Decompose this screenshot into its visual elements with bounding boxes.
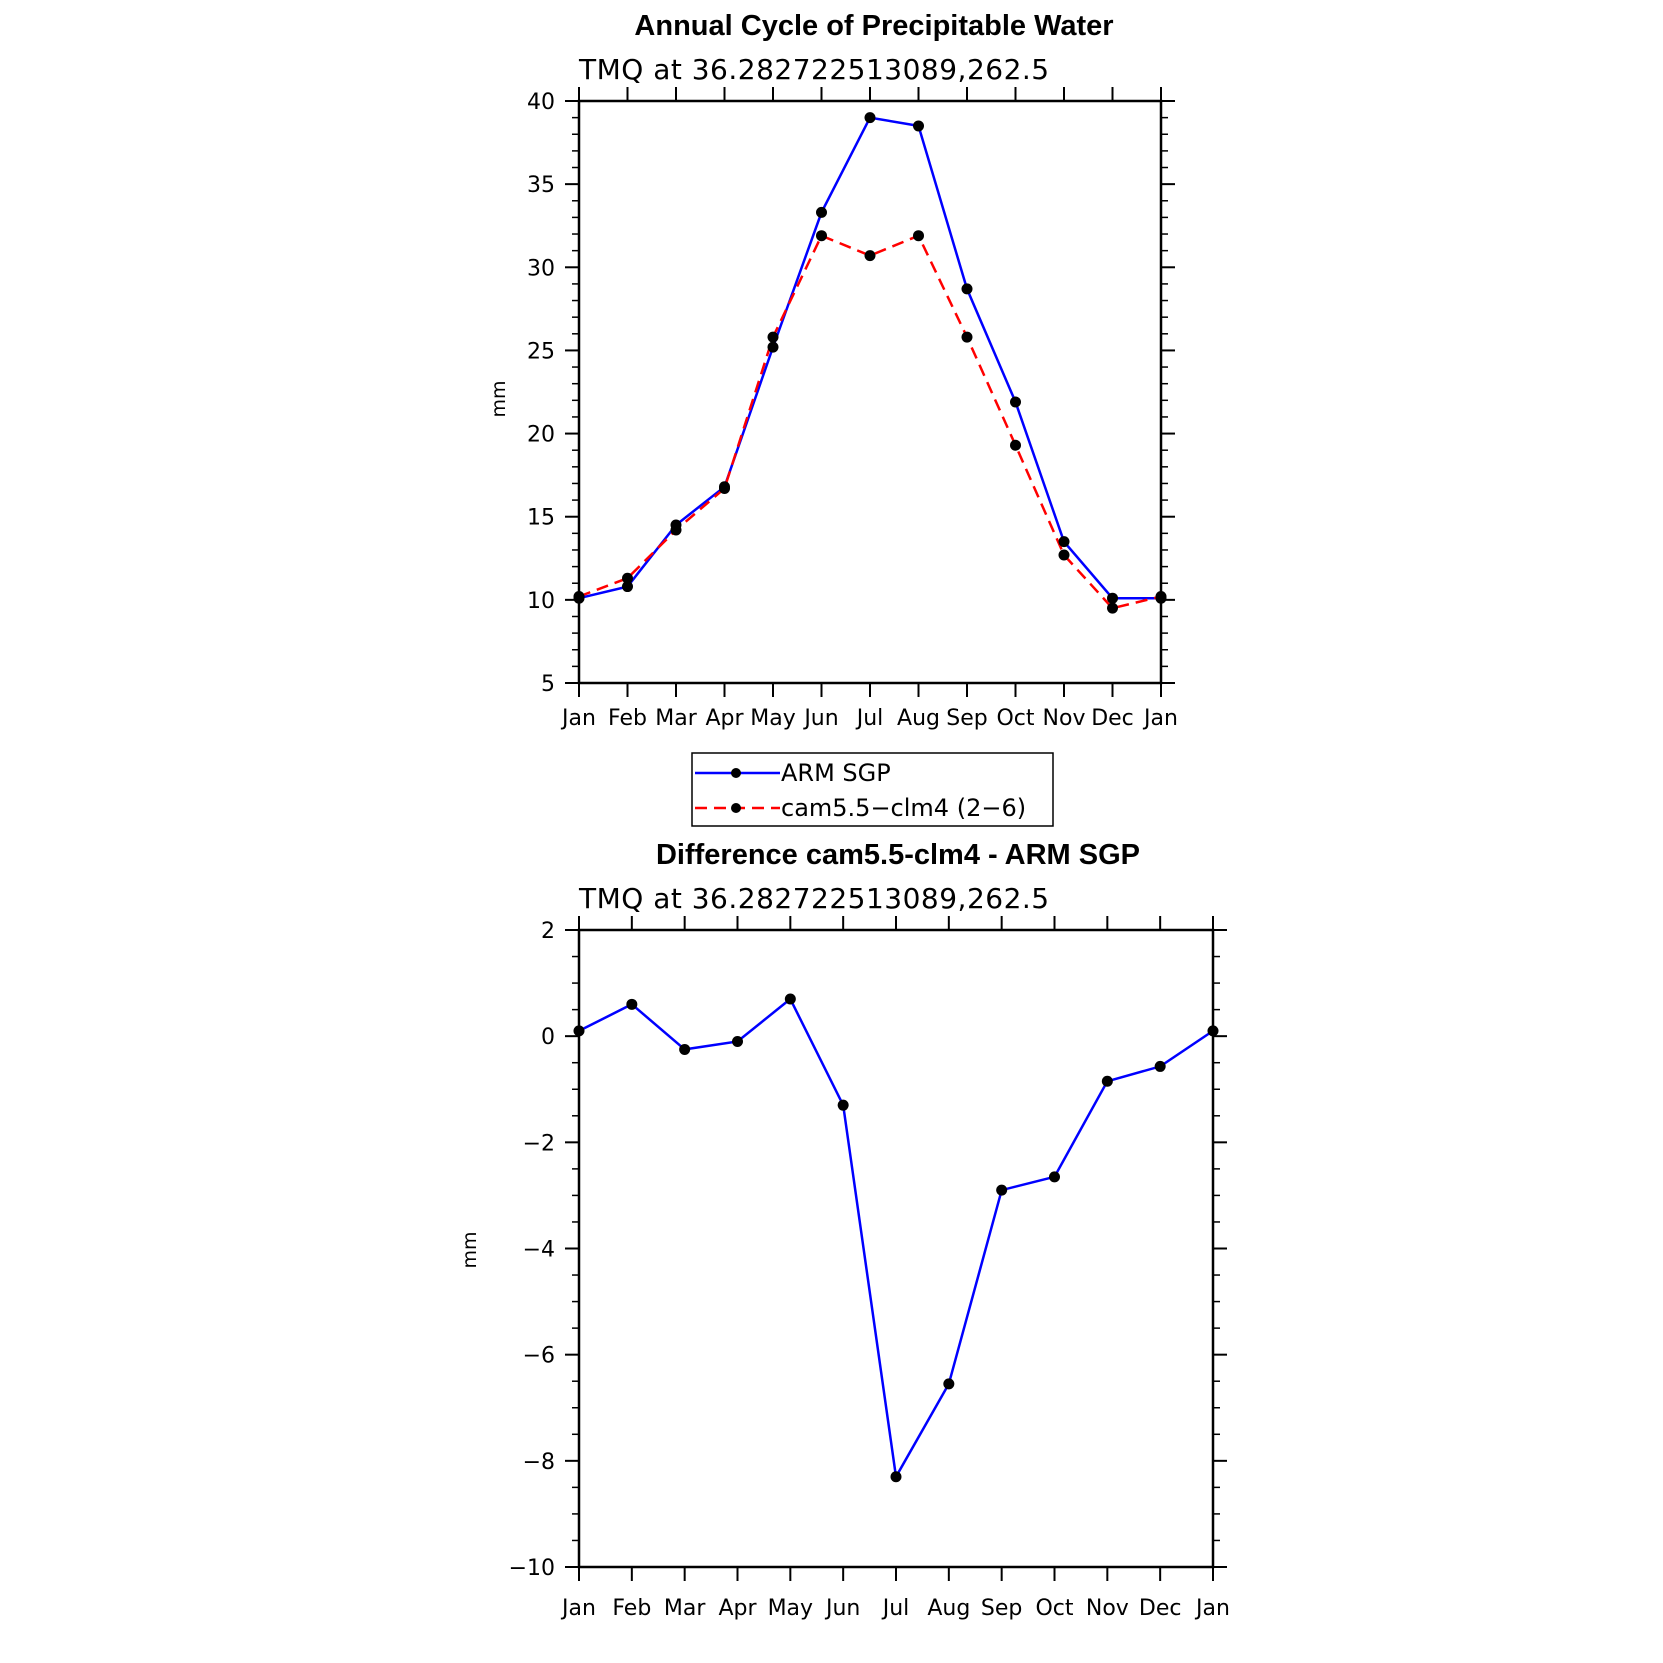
series-0-point xyxy=(784,993,796,1005)
top-chart-subtitle: TMQ at 36.282722513089,262.5 xyxy=(578,53,1050,86)
series-1-point xyxy=(913,230,924,242)
series-0-point xyxy=(816,206,827,218)
y-tick-label: 35 xyxy=(527,173,555,198)
x-tick-label: Nov xyxy=(1086,1596,1129,1621)
x-tick-label: Jul xyxy=(881,1596,910,1621)
legend-label-arm-sgp: ARM SGP xyxy=(781,759,891,787)
y-tick-label: 5 xyxy=(541,672,555,697)
series-0-point xyxy=(679,1043,691,1055)
series-line-0 xyxy=(578,116,1161,600)
series-1-point xyxy=(573,591,585,603)
bottom-chart-ylabel: mm xyxy=(459,1231,481,1268)
y-tick-label: −4 xyxy=(523,1238,555,1263)
series-0-point xyxy=(890,1471,902,1483)
x-tick-label: Sep xyxy=(981,1596,1022,1621)
series-1-point xyxy=(622,572,633,584)
series-0-point xyxy=(943,1378,955,1390)
series-0-point xyxy=(573,1025,585,1037)
bottom-chart: Difference cam5.5-clm4 - ARM SGP TMQ at … xyxy=(459,839,1230,1621)
y-tick-label: 40 xyxy=(527,90,555,115)
series-0-point xyxy=(622,581,633,593)
y-tick-label: −10 xyxy=(509,1556,555,1581)
x-tick-label: Dec xyxy=(1139,1596,1182,1621)
series-1-point xyxy=(816,230,827,242)
x-tick-label: Feb xyxy=(612,1596,651,1621)
x-tick-label: Feb xyxy=(608,706,647,731)
series-1-point xyxy=(670,524,682,536)
y-tick-label: 30 xyxy=(527,256,555,281)
series-1-point xyxy=(1010,439,1021,451)
y-tick-label: 2 xyxy=(541,919,555,944)
y-tick-label: 15 xyxy=(527,506,555,531)
x-tick-label: Jun xyxy=(824,1596,860,1621)
series-1-point xyxy=(1107,602,1118,614)
x-tick-label: Oct xyxy=(996,706,1034,731)
x-tick-label: Dec xyxy=(1091,706,1134,731)
x-tick-label: Aug xyxy=(897,706,940,731)
series-0-point xyxy=(732,1035,743,1047)
x-tick-label: Jan xyxy=(1194,1596,1230,1621)
x-tick-label: Aug xyxy=(927,1596,970,1621)
series-1-point xyxy=(961,331,973,343)
series-1-point xyxy=(719,482,730,494)
series-0-point xyxy=(767,341,779,353)
series-0-point xyxy=(1010,396,1021,408)
top-chart: Annual Cycle of Precipitable Water TMQ a… xyxy=(488,10,1178,731)
series-0-point xyxy=(913,120,924,132)
y-tick-label: 0 xyxy=(541,1025,555,1050)
legend: ARM SGP cam5.5−clm4 (2−6) xyxy=(691,752,1054,827)
top-chart-ylabel: mm xyxy=(488,380,510,417)
x-tick-label: Mar xyxy=(664,1596,706,1621)
series-1-point xyxy=(767,331,779,343)
series-0-point xyxy=(626,998,638,1010)
y-tick-label: 20 xyxy=(527,423,555,448)
series-0-point xyxy=(961,283,973,295)
legend-marker-arm-sgp xyxy=(731,768,741,778)
top-chart-title: Annual Cycle of Precipitable Water xyxy=(634,10,1113,42)
series-line-0 xyxy=(578,997,1214,1481)
y-tick-label: 25 xyxy=(527,339,555,364)
x-tick-label: May xyxy=(768,1596,813,1621)
y-tick-label: −8 xyxy=(523,1450,555,1475)
bottom-plot-area: −10 −8 −6 −4 −2 0 2 Jan Feb Mar Apr May Jun Jul Aug Sep… xyxy=(509,916,1230,1621)
x-tick-label: Jun xyxy=(802,706,838,731)
series-0-point xyxy=(1207,1025,1219,1037)
legend-box xyxy=(691,752,1054,827)
bottom-chart-title: Difference cam5.5-clm4 - ARM SGP xyxy=(656,839,1140,871)
x-tick-label: Apr xyxy=(718,1596,757,1621)
x-tick-label: Mar xyxy=(655,706,697,731)
x-tick-label: Jul xyxy=(855,706,884,731)
y-tick-label: 10 xyxy=(527,589,555,614)
series-0-point xyxy=(864,112,876,124)
legend-label-cam: cam5.5−clm4 (2−6) xyxy=(781,794,1026,822)
series-1-point xyxy=(1155,591,1167,603)
x-tick-label: Jan xyxy=(560,706,596,731)
series-0-point xyxy=(1049,1171,1060,1183)
x-tick-label: Apr xyxy=(705,706,744,731)
x-tick-label: Jan xyxy=(1142,706,1178,731)
legend-marker-cam xyxy=(731,803,741,813)
series-0-point xyxy=(1154,1060,1166,1072)
series-0-point xyxy=(837,1099,849,1111)
x-tick-label: May xyxy=(750,706,795,731)
series-1-point xyxy=(864,250,876,262)
y-tick-label: −6 xyxy=(523,1344,555,1369)
y-tick-label: −2 xyxy=(523,1131,555,1156)
series-1-point xyxy=(1058,549,1070,561)
x-tick-label: Nov xyxy=(1043,706,1086,731)
top-plot-area: 5 10 15 20 25 30 35 40 Jan Feb Mar Apr May Jun Jul Aug S… xyxy=(527,87,1178,731)
x-tick-label: Oct xyxy=(1035,1596,1073,1621)
series-0-point xyxy=(1101,1075,1113,1087)
bottom-chart-subtitle: TMQ at 36.282722513089,262.5 xyxy=(578,882,1050,915)
x-tick-label: Sep xyxy=(946,706,987,731)
series-0-point xyxy=(996,1184,1008,1196)
x-tick-label: Jan xyxy=(560,1596,596,1621)
series-0-point xyxy=(1107,592,1118,604)
series-0-point xyxy=(1058,536,1070,548)
plot-frame xyxy=(577,99,1163,685)
